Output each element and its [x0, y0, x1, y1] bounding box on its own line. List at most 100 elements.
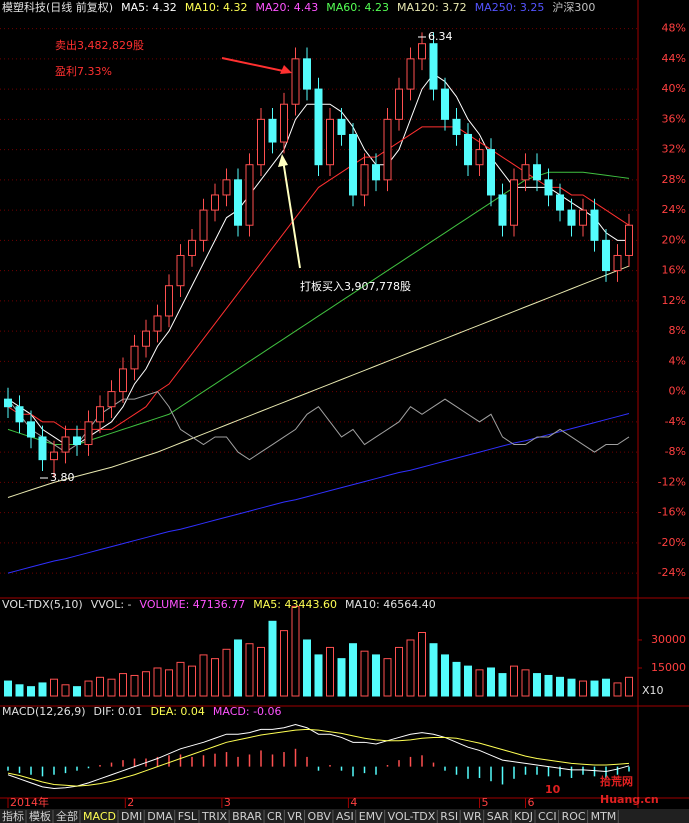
tab[interactable]: VR — [287, 810, 303, 823]
tab[interactable]: CR — [267, 810, 283, 823]
header-text: 沪深300 — [552, 0, 595, 14]
header-text: MA5: 43443.60 — [253, 598, 337, 611]
tab[interactable]: ROC — [562, 810, 586, 823]
volume-bar — [130, 674, 139, 697]
tab[interactable]: 指标 — [2, 809, 24, 823]
candle-body — [567, 209, 576, 226]
tab[interactable]: SAR — [487, 810, 510, 823]
x-tick-label: 2 — [127, 796, 134, 809]
tab[interactable]: DMA — [147, 810, 173, 823]
ma-line — [7, 413, 630, 574]
header-text: MA5: 4.32 — [121, 1, 177, 14]
tab[interactable]: WR — [463, 810, 482, 823]
tab[interactable]: ASI — [336, 810, 354, 823]
tab[interactable]: FSL — [178, 810, 198, 823]
candle-body — [429, 43, 438, 90]
y-tick-label: 0% — [669, 385, 686, 398]
candle-body — [475, 149, 484, 166]
header-text: MA10: 46564.40 — [345, 598, 436, 611]
candle-body — [383, 118, 392, 181]
candle-body — [498, 194, 507, 226]
annotation: 6.34 — [428, 30, 453, 43]
candle-body — [326, 118, 334, 166]
x-tick-label: 4 — [350, 796, 357, 809]
x-tick-label: 5 — [482, 796, 489, 809]
volume-bar — [406, 639, 415, 697]
candle-body — [245, 164, 254, 226]
candle-body — [487, 149, 495, 196]
dif-line — [7, 723, 630, 790]
header-text: MACD(12,26,9) — [2, 705, 86, 718]
watermark: 拾荒网 — [600, 774, 633, 788]
volume-bar — [602, 678, 610, 697]
volume-bar — [142, 671, 150, 697]
candle-body — [107, 391, 116, 408]
candle-body — [199, 209, 208, 241]
header-text: MA120: 3.72 — [397, 1, 467, 14]
volume-bar — [50, 678, 58, 697]
candle-body — [4, 398, 12, 408]
volume-bar — [4, 680, 12, 697]
candle-body — [360, 164, 369, 196]
tab[interactable]: VOL-TDX — [388, 810, 436, 823]
volume-bar — [613, 682, 622, 697]
candle-body — [38, 436, 47, 461]
y-tick-label: -4% — [665, 415, 686, 428]
y-tick-label: 32% — [662, 143, 686, 156]
candle-body — [165, 285, 173, 317]
volume-bar — [625, 676, 633, 697]
tab[interactable]: MACD — [83, 810, 116, 823]
volume-bar — [579, 680, 587, 697]
y-tick-label: 40% — [662, 82, 686, 95]
tab[interactable]: KDJ — [514, 810, 533, 823]
y-tick-label: -8% — [665, 445, 686, 458]
candle-body — [188, 239, 196, 256]
watermark: Huang.cn — [600, 793, 659, 806]
candle-body — [268, 118, 277, 143]
volume-bar — [245, 643, 254, 697]
candle-body — [590, 209, 599, 241]
candle-body — [418, 43, 426, 60]
volume-bar — [533, 673, 541, 697]
volume-bar — [521, 669, 530, 697]
annotation: 打板买入3,907,778股 — [300, 279, 411, 293]
volume-bar — [199, 654, 208, 697]
sell-arrowhead — [280, 65, 292, 74]
volume-bar — [73, 686, 81, 697]
volume-bar — [27, 686, 35, 697]
candle-body — [406, 58, 415, 90]
tab[interactable]: CCI — [538, 810, 557, 823]
volume-bar — [107, 678, 116, 697]
candle-body — [613, 254, 622, 272]
candle-body — [314, 88, 323, 166]
candle-body — [441, 88, 449, 120]
annotation: 3.80 — [50, 471, 75, 484]
candle-body — [349, 133, 357, 196]
volume-bar — [268, 620, 277, 697]
volume-bar — [280, 630, 288, 697]
tab[interactable]: DMI — [121, 810, 142, 823]
volume-bar — [383, 658, 392, 697]
tab[interactable]: EMV — [359, 810, 383, 823]
tab[interactable]: 全部 — [56, 809, 78, 823]
volume-bar — [96, 676, 104, 697]
volume-bar — [429, 643, 438, 697]
volume-bar — [211, 658, 219, 697]
volume-bar — [464, 665, 472, 697]
candle-body — [142, 330, 150, 347]
annotation: 盈利7.33% — [55, 65, 112, 78]
candle-body — [291, 58, 300, 105]
volume-bar — [291, 605, 300, 697]
dea-line — [7, 728, 630, 787]
candle-body — [84, 421, 93, 446]
tab[interactable]: RSI — [440, 810, 458, 823]
y-tick-label: 28% — [662, 173, 686, 186]
tab[interactable]: OBV — [308, 810, 332, 823]
tab[interactable]: BRAR — [232, 810, 262, 823]
tab[interactable]: MTM — [591, 810, 617, 823]
tab[interactable]: TRIX — [201, 810, 228, 823]
volume-bar — [544, 674, 553, 697]
tab[interactable]: 模板 — [29, 809, 51, 823]
volume-bar — [475, 669, 484, 697]
